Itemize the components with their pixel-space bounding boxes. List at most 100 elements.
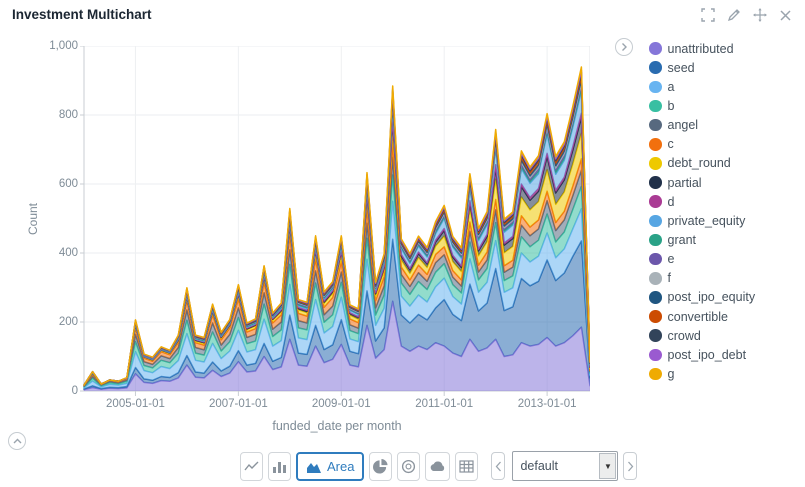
legend-item-e[interactable]: e [649,250,755,269]
chart-type-bar-button[interactable] [268,451,291,481]
y-tick-label: 400 [58,247,78,259]
chart-type-cloud-button[interactable] [425,451,451,481]
x-tick-label: 2005-01-01 [106,398,165,410]
legend-item-post_ipo_debt[interactable]: post_ipo_debt [649,345,755,364]
pie-chart-icon [373,458,388,474]
move-icon [753,8,767,22]
close-icon [780,9,791,21]
x-tick-label: 2007-01-01 [208,398,268,410]
legend-item-convertible[interactable]: convertible [649,307,755,326]
legend-item-c[interactable]: c [649,135,755,154]
collapse-panel-button[interactable] [8,432,26,450]
legend-label: e [667,252,675,267]
y-tick-label: 0 [71,385,78,397]
chevron-right-icon [622,43,627,51]
legend-item-partial[interactable]: partial [649,173,755,192]
y-axis-title: Count [26,202,40,235]
legend-item-angel[interactable]: angel [649,116,755,135]
legend-label: debt_round [667,156,731,171]
chart-type-area-button[interactable]: Area [296,451,365,481]
legend-swatch-icon [649,329,662,342]
area-button-label: Area [327,458,355,474]
legend-label: unattributed [667,41,734,56]
legend-swatch-icon [649,252,662,266]
preset-select-value: default [520,459,558,473]
legend-item-a[interactable]: a [649,77,755,96]
next-preset-button[interactable] [623,452,638,480]
close-button[interactable] [779,8,793,22]
legend-label: private_equity [667,213,746,228]
chart-type-line-button[interactable] [240,451,263,481]
legend-swatch-icon [649,195,662,208]
preset-select[interactable]: default ▼ [512,451,619,481]
legend-swatch-icon [649,99,662,113]
legend-swatch-icon [649,214,662,228]
legend-label: seed [667,60,695,75]
legend-toggle-button[interactable] [615,38,633,56]
area-chart-icon [307,462,321,473]
legend-label: c [667,137,674,152]
legend-label: b [667,98,675,113]
legend-swatch-icon [649,310,662,323]
legend-item-f[interactable]: f [649,269,755,288]
legend-swatch-icon [649,157,662,170]
x-tick-label: 2009-01-01 [311,398,371,410]
legend-swatch-icon [649,272,662,285]
legend-label: d [667,194,675,209]
edit-button[interactable] [727,8,741,22]
legend-item-g[interactable]: g [649,364,755,383]
table-icon [459,459,475,473]
legend-item-debt_round[interactable]: debt_round [649,154,755,173]
cloud-icon [431,461,445,471]
legend-item-grant[interactable]: grant [649,230,755,249]
legend-swatch-icon [649,61,662,74]
previous-preset-button[interactable] [491,452,506,480]
legend-label: f [667,271,671,286]
bar-chart-icon [273,461,286,473]
chevron-left-icon [495,461,501,471]
legend-label: grant [667,232,697,247]
chart-type-donut-button[interactable] [397,451,421,481]
legend-item-d[interactable]: d [649,192,755,211]
legend-label: post_ipo_equity [667,290,756,305]
legend-swatch-icon [649,138,662,151]
y-tick-label: 200 [58,316,78,328]
stacked-area-chart[interactable] [80,46,590,397]
pencil-icon [727,9,740,22]
legend-swatch-icon [649,42,662,55]
chart-type-pie-button[interactable] [369,451,393,481]
page-title: Investment Multichart [12,7,152,22]
line-chart-icon [244,461,259,470]
legend-label: convertible [667,309,728,324]
legend-label: a [667,79,675,94]
panel-controls [701,8,793,22]
legend-item-unattributed[interactable]: unattributed [649,39,755,58]
legend-item-post_ipo_equity[interactable]: post_ipo_equity [649,288,755,307]
y-tick-label: 600 [58,178,78,190]
chart-type-table-button[interactable] [455,451,479,481]
move-button[interactable] [753,8,767,22]
y-tick-label: 800 [58,109,78,121]
legend-item-crowd[interactable]: crowd [649,326,755,345]
legend-label: post_ipo_debt [667,347,747,362]
legend-item-seed[interactable]: seed [649,58,755,77]
select-dropdown-arrow-icon[interactable]: ▼ [599,453,617,479]
legend-item-b[interactable]: b [649,96,755,115]
x-axis-title: funded_date per month [272,419,402,433]
chevron-right-icon [627,461,634,471]
legend-swatch-icon [649,233,662,247]
y-tick-label: 1,000 [49,40,78,52]
legend-swatch-icon [649,176,662,189]
expand-icon [701,8,715,22]
legend-swatch-icon [649,118,662,132]
legend-item-private_equity[interactable]: private_equity [649,211,755,230]
chart-type-toolbar: Area default ▼ [240,451,638,481]
x-tick-label: 2011-01-01 [415,398,474,410]
donut-chart-icon [402,459,416,473]
chevron-up-icon [13,438,21,443]
legend-label: partial [667,175,702,190]
x-tick-label: 2013-01-01 [517,398,577,410]
expand-button[interactable] [701,8,715,22]
